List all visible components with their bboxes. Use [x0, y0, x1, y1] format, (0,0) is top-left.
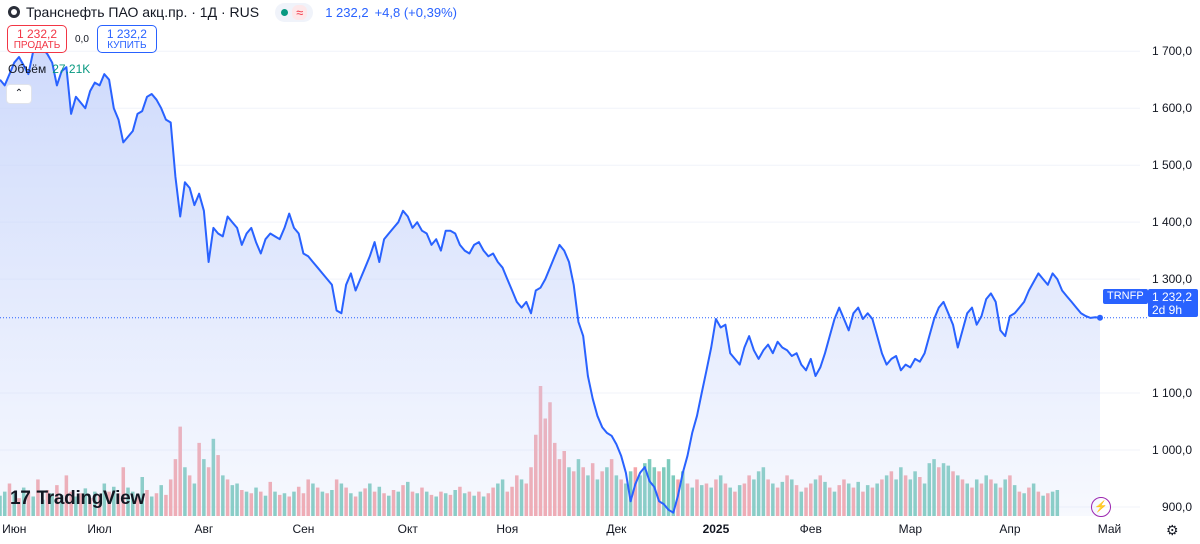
- y-tick-label: 1 400,0: [1151, 215, 1192, 230]
- collapse-legend-button[interactable]: ⌃: [6, 84, 32, 104]
- tradingview-logo[interactable]: 17 TradingView: [10, 488, 145, 510]
- bar-countdown: 2d 9h: [1152, 303, 1183, 317]
- x-tick-label: Фев: [799, 522, 822, 536]
- y-tick-label: 1 500,0: [1151, 158, 1192, 173]
- sell-label: ПРОДАТЬ: [13, 40, 61, 51]
- flash-icon[interactable]: ⚡: [1091, 497, 1111, 517]
- x-tick-label: Авг: [194, 522, 214, 536]
- y-tick-label: 1 000,0: [1151, 443, 1192, 457]
- y-tick-label: 1 300,0: [1151, 272, 1192, 287]
- volume-legend[interactable]: Объём 27,21K: [8, 62, 90, 76]
- header-change: +4,8 (+0,39%): [374, 4, 457, 20]
- volume-bar: [666, 459, 671, 516]
- buy-label: КУПИТЬ: [107, 40, 147, 51]
- x-tick-label: Дек: [606, 522, 627, 536]
- spread-value: 0,0: [75, 33, 89, 45]
- settings-gear-icon[interactable]: ⚙: [1166, 522, 1179, 538]
- price-area: [0, 45, 1100, 516]
- x-tick-label: Сен: [292, 522, 315, 536]
- symbol-title[interactable]: Транснефть ПАО акц.пр. · 1Д · RUS: [26, 4, 260, 20]
- x-tick-label: Июл: [87, 522, 112, 536]
- symbol-logo-icon: [8, 6, 20, 18]
- header-price: 1 232,2: [325, 4, 369, 20]
- x-tick-label: 2025: [702, 522, 730, 536]
- tradingview-mark-icon: 17: [10, 488, 31, 509]
- y-tick-label: 900,0: [1161, 499, 1192, 514]
- volume-label: Объём: [8, 62, 47, 76]
- volume-bar: [671, 475, 676, 516]
- trade-panel: 1 232,2 ПРОДАТЬ 0,0 1 232,2 КУПИТЬ: [7, 25, 157, 53]
- price-line: [0, 44, 1101, 514]
- y-tick-label: 1 100,0: [1151, 386, 1192, 401]
- x-tick-label: Окт: [397, 522, 418, 536]
- sell-value: 1 232,2: [16, 27, 58, 41]
- y-tick-label: 1 600,0: [1151, 101, 1192, 116]
- symbol-tag: TRNFP: [1103, 289, 1148, 304]
- volume-bar: [628, 471, 633, 516]
- x-tick-label: Мар: [898, 522, 923, 536]
- last-price-value: 1 232,2: [1152, 290, 1193, 304]
- market-status[interactable]: ≈: [275, 2, 314, 22]
- buy-button[interactable]: 1 232,2 КУПИТЬ: [96, 25, 157, 53]
- market-open-dot-icon: [281, 8, 289, 16]
- x-tick-label: Май: [1097, 522, 1122, 536]
- x-tick-label: Июн: [2, 522, 27, 536]
- volume-value: 27,21K: [52, 62, 91, 76]
- buy-value: 1 232,2: [106, 27, 147, 41]
- last-price-dot: [1097, 314, 1103, 321]
- last-price-tag: 1 232,2 2d 9h: [1148, 289, 1198, 317]
- volume-bar: [657, 471, 661, 516]
- volume-bar: [662, 467, 666, 516]
- x-tick-label: Ноя: [496, 522, 519, 536]
- y-tick-label: 1 700,0: [1151, 44, 1192, 59]
- x-tick-label: Апр: [999, 522, 1021, 536]
- wave-icon: ≈: [292, 4, 308, 20]
- chart-header: Транснефть ПАО акц.пр. · 1Д · RUS ≈ 1 23…: [8, 2, 457, 22]
- tradingview-logo-text: TradingView: [36, 488, 146, 509]
- sell-button[interactable]: 1 232,2 ПРОДАТЬ: [7, 25, 67, 53]
